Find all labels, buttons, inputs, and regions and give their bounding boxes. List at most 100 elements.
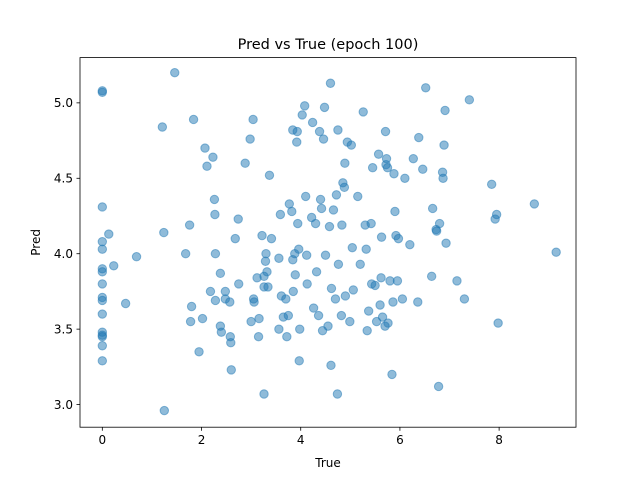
x-axis-label: True xyxy=(314,456,341,470)
y-tick-label-1: 3.5 xyxy=(54,322,73,336)
data-point-51 xyxy=(240,158,250,168)
data-point-15 xyxy=(97,356,108,366)
data-point-84 xyxy=(290,270,300,280)
data-point-168 xyxy=(418,164,428,174)
data-point-167 xyxy=(414,132,424,143)
data-point-32 xyxy=(202,161,212,171)
data-point-38 xyxy=(210,295,221,306)
data-point-76 xyxy=(282,331,292,342)
data-point-89 xyxy=(294,356,304,366)
data-point-9 xyxy=(97,295,108,306)
data-point-87 xyxy=(293,218,303,229)
data-point-189 xyxy=(551,247,561,257)
data-point-97 xyxy=(307,117,318,128)
data-point-67 xyxy=(263,282,273,292)
data-point-114 xyxy=(328,205,339,215)
data-point-121 xyxy=(337,220,347,230)
data-point-86 xyxy=(292,126,302,137)
plot-frame xyxy=(79,57,577,428)
data-point-112 xyxy=(326,360,336,371)
data-point-22 xyxy=(159,405,170,416)
points-layer xyxy=(97,67,561,416)
data-point-90 xyxy=(295,324,305,334)
data-point-171 xyxy=(427,203,438,214)
data-point-27 xyxy=(186,301,197,312)
data-point-59 xyxy=(254,313,264,324)
data-point-66 xyxy=(262,267,272,277)
data-point-141 xyxy=(370,280,380,291)
data-point-79 xyxy=(287,206,297,217)
data-point-28 xyxy=(188,114,199,125)
data-point-110 xyxy=(324,221,335,232)
data-point-10 xyxy=(97,309,108,319)
data-point-71 xyxy=(274,324,284,334)
data-point-26 xyxy=(185,316,196,327)
data-point-127 xyxy=(345,316,355,327)
data-point-102 xyxy=(314,126,325,137)
data-point-50 xyxy=(234,279,244,289)
x-tick-label-3: 6 xyxy=(396,433,404,447)
data-point-156 xyxy=(388,297,398,307)
data-point-135 xyxy=(361,244,371,254)
data-point-92 xyxy=(299,101,310,111)
data-point-132 xyxy=(355,259,365,269)
data-point-108 xyxy=(320,250,331,260)
data-point-164 xyxy=(405,239,415,250)
data-point-151 xyxy=(381,153,392,164)
data-point-128 xyxy=(346,140,357,150)
data-point-101 xyxy=(313,310,324,321)
data-point-18 xyxy=(120,298,131,309)
data-point-75 xyxy=(281,294,291,304)
data-point-113 xyxy=(326,283,337,294)
data-point-41 xyxy=(216,327,227,337)
y-axis: 3.0 3.5 4.0 4.5 5.0 xyxy=(54,96,80,412)
data-point-20 xyxy=(157,122,168,132)
data-point-68 xyxy=(264,170,275,180)
data-point-100 xyxy=(311,267,322,277)
data-point-98 xyxy=(308,303,319,313)
data-point-103 xyxy=(315,194,326,205)
x-tick-label-4: 8 xyxy=(495,433,503,447)
data-point-111 xyxy=(325,78,336,88)
data-point-46 xyxy=(226,338,236,348)
data-point-91 xyxy=(297,110,307,120)
y-axis-label: Pred xyxy=(29,229,43,256)
data-point-155 xyxy=(387,369,397,380)
data-point-13 xyxy=(97,331,108,342)
data-point-170 xyxy=(426,271,437,282)
data-point-53 xyxy=(246,316,256,327)
chart-title: Pred vs True (epoch 100) xyxy=(238,37,419,53)
data-point-179 xyxy=(440,105,450,116)
data-point-21 xyxy=(159,227,169,238)
data-point-160 xyxy=(392,276,403,286)
data-point-2 xyxy=(97,202,108,212)
data-point-144 xyxy=(375,300,385,310)
data-point-184 xyxy=(486,179,497,190)
data-point-72 xyxy=(275,209,286,220)
data-point-124 xyxy=(340,158,350,168)
data-point-39 xyxy=(215,268,226,279)
data-point-82 xyxy=(288,286,298,297)
data-point-138 xyxy=(366,218,376,229)
data-point-166 xyxy=(413,297,423,307)
data-point-109 xyxy=(323,321,333,331)
x-tick-label-2: 4 xyxy=(297,433,305,447)
data-point-133 xyxy=(358,107,368,117)
data-point-183 xyxy=(464,95,475,105)
data-point-163 xyxy=(400,173,410,183)
data-point-116 xyxy=(331,190,342,200)
data-point-17 xyxy=(109,261,119,271)
data-point-177 xyxy=(438,173,448,183)
data-point-48 xyxy=(230,233,240,244)
y-tick-label-4: 5.0 xyxy=(54,96,73,110)
data-point-47 xyxy=(226,365,236,375)
data-point-129 xyxy=(347,242,357,253)
data-point-104 xyxy=(316,203,327,214)
data-point-136 xyxy=(362,325,372,336)
data-point-161 xyxy=(393,233,404,244)
data-point-162 xyxy=(397,294,408,304)
data-point-118 xyxy=(333,125,343,135)
data-point-174 xyxy=(433,381,444,392)
data-point-16 xyxy=(104,229,114,239)
